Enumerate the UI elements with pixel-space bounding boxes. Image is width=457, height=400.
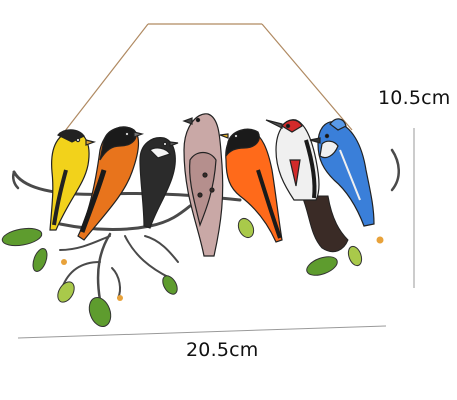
leaf-icon [57, 281, 75, 303]
oriole-icon [77, 126, 145, 241]
robin-icon [219, 128, 283, 243]
woodpecker-icon [265, 119, 320, 201]
berry-icon [61, 259, 67, 265]
stump-icon [301, 195, 349, 253]
leaf-icon [306, 256, 338, 276]
leaves [1, 217, 384, 328]
dove-icon [182, 113, 224, 257]
width-dimension-line [17, 325, 387, 339]
width-dimension-label: 20.5cm [186, 339, 259, 361]
leaf-icon [162, 275, 178, 295]
goldfinch-icon [49, 129, 97, 231]
hanging-chain [57, 23, 353, 141]
chickadee-icon [139, 137, 179, 229]
leaf-icon [32, 248, 48, 272]
berry-icon [117, 295, 123, 301]
berry-icon [376, 236, 384, 244]
leaf-icon [237, 217, 255, 239]
leaf-icon [1, 227, 43, 247]
blue-jay-icon [309, 118, 375, 227]
height-dimension-label: 10.5cm [378, 87, 451, 109]
leaf-icon [88, 296, 112, 328]
dimension-lines [17, 128, 415, 339]
leaf-icon [347, 245, 363, 267]
